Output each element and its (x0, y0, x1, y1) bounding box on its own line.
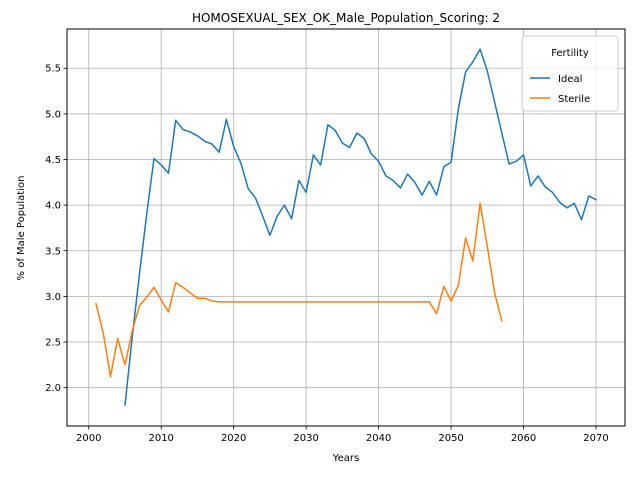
legend-label-sterile: Sterile (558, 94, 590, 105)
x-tick-label: 2060 (511, 433, 536, 444)
legend-box (521, 35, 619, 112)
y-tick-label: 4.5 (45, 155, 61, 166)
legend: Fertility Ideal Sterile (521, 35, 619, 112)
legend-title: Fertility (551, 48, 589, 59)
y-tick-label: 2.0 (45, 383, 61, 394)
x-tick-label: 2030 (293, 433, 318, 444)
chart-title: HOMOSEXUAL_SEX_OK_Male_Population_Scorin… (192, 11, 500, 25)
x-tick-label: 2010 (148, 433, 173, 444)
y-axis-label: % of Male Population (16, 176, 27, 281)
x-axis-label: Years (332, 453, 359, 464)
plot-frame (66, 28, 626, 427)
y-tick-label: 5.5 (45, 64, 61, 75)
y-axis-ticks: 2.0 2.5 3.0 3.5 4.0 4.5 5.0 5.5 (45, 64, 67, 394)
y-tick-label: 5.0 (45, 109, 61, 120)
y-tick-label: 2.5 (45, 338, 61, 349)
x-tick-label: 2070 (583, 433, 608, 444)
x-tick-label: 2020 (221, 433, 246, 444)
y-tick-label: 4.0 (45, 201, 61, 212)
x-tick-label: 2050 (438, 433, 463, 444)
series-line-ideal (124, 48, 598, 406)
series-group (95, 48, 598, 406)
legend-label-ideal: Ideal (558, 74, 582, 85)
y-tick-label: 3.5 (45, 246, 61, 257)
x-tick-label: 2040 (366, 433, 391, 444)
x-axis-ticks: 2000 2010 2020 2030 2040 2050 2060 2070 (76, 426, 609, 444)
series-line-sterile (95, 202, 503, 378)
x-tick-label: 2000 (76, 433, 101, 444)
y-tick-label: 3.0 (45, 292, 61, 303)
